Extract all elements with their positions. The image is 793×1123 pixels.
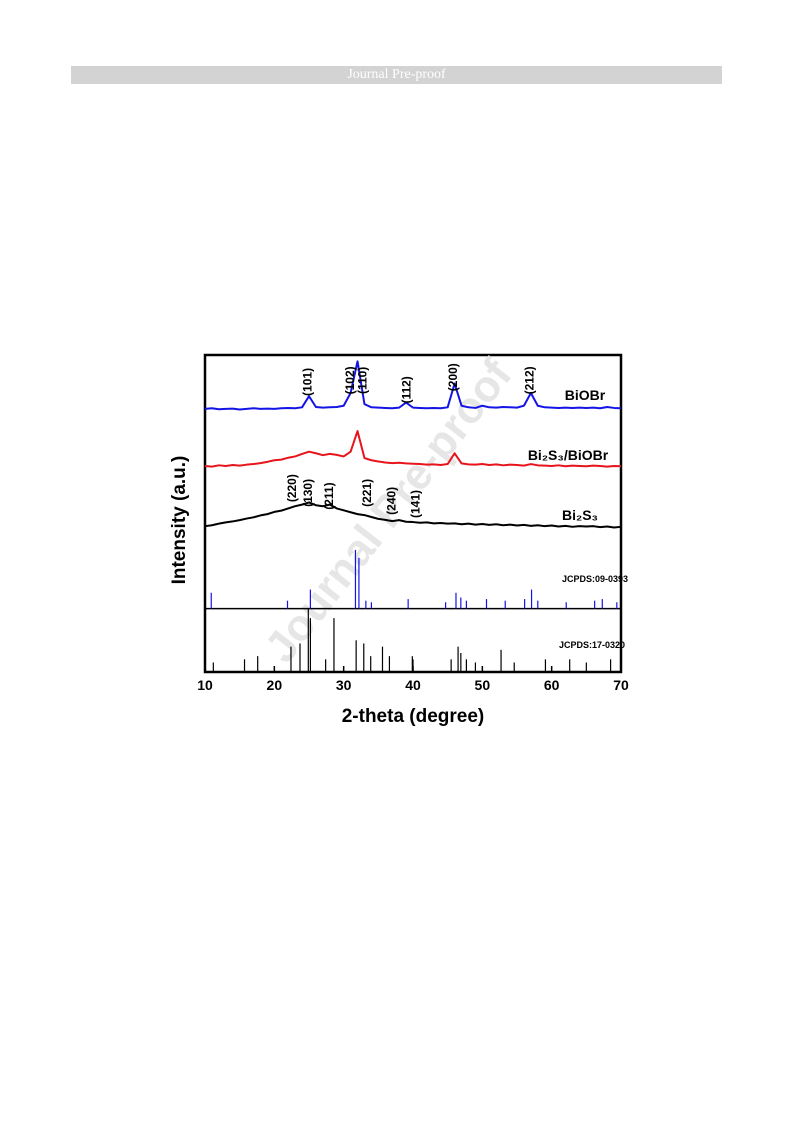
x-tick-label: 70 <box>613 677 629 693</box>
page-header: Journal Pre-proof <box>71 66 722 84</box>
x-tick-label: 30 <box>336 677 352 693</box>
peak-label: (212) <box>522 366 536 394</box>
x-tick-label: 40 <box>405 677 421 693</box>
series-label: JCPDS:17-0320 <box>559 640 625 650</box>
x-axis-label: 2-theta (degree) <box>342 706 485 727</box>
xrd-curve <box>204 501 622 529</box>
series-label: BiOBr <box>565 387 606 403</box>
peak-label: (200) <box>446 363 460 391</box>
peak-label: (101) <box>300 368 314 396</box>
y-axis-label: Intensity (a.u.) <box>169 456 190 585</box>
x-tick-label: 60 <box>544 677 560 693</box>
peak-label: (112) <box>400 376 414 403</box>
peak-label: (141) <box>409 490 423 518</box>
series-label: Bi₂S₃/BiOBr <box>528 447 609 463</box>
xrd-curve <box>204 430 622 468</box>
x-tick-label: 10 <box>197 677 213 693</box>
series-label: Bi₂S₃ <box>562 507 598 523</box>
series-label: JCPDS:09-0393 <box>562 574 628 584</box>
x-tick-label: 20 <box>267 677 283 693</box>
peak-label: (220) <box>285 474 299 502</box>
x-tick-label: 50 <box>475 677 491 693</box>
xrd-curve <box>204 360 622 411</box>
peak-label: (221) <box>360 479 374 507</box>
peak-label: (110) <box>355 367 369 394</box>
peak-label: (240) <box>384 487 398 515</box>
peak-label: (130) <box>301 479 315 507</box>
peak-label: (211) <box>322 482 336 509</box>
peak-label: (102) <box>343 366 357 394</box>
